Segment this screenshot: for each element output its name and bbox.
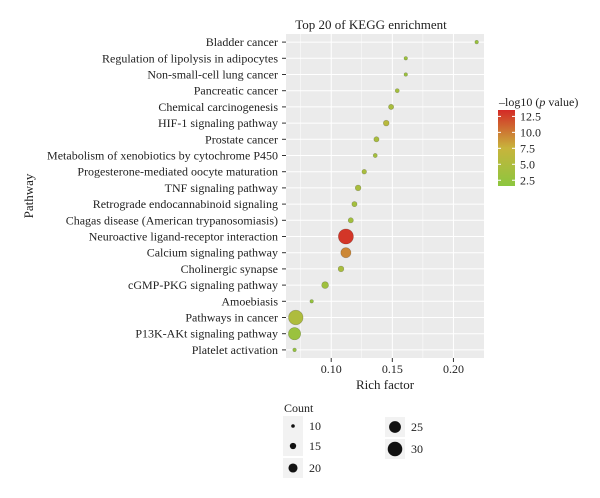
y-tick-label: Progesterone-mediated oocyte maturation bbox=[77, 165, 278, 179]
chart-title: Top 20 of KEGG enrichment bbox=[295, 17, 447, 32]
data-point bbox=[361, 169, 367, 175]
data-point bbox=[373, 136, 380, 143]
y-tick-label: Pancreatic cancer bbox=[194, 84, 278, 98]
color-legend-title: –log10 (p value) bbox=[498, 95, 578, 109]
size-legend-key bbox=[288, 463, 298, 473]
plot-panel bbox=[286, 34, 484, 358]
y-axis-tick-labels: Bladder cancer Regulation of lipolysis in… bbox=[47, 35, 278, 357]
size-legend-key bbox=[389, 421, 401, 433]
data-point bbox=[292, 347, 297, 353]
data-point bbox=[288, 309, 304, 326]
y-tick-label: Neuroactive ligand-receptor interaction bbox=[89, 230, 278, 244]
colorbar-tick-label: 10.0 bbox=[520, 125, 541, 139]
y-tick-label: Non-small-cell lung cancer bbox=[147, 68, 278, 82]
size-legend-key bbox=[289, 442, 297, 450]
data-point bbox=[340, 247, 352, 259]
y-tick-label: HIF-1 signaling pathway bbox=[158, 116, 278, 130]
colorbar-tick-label: 5.0 bbox=[520, 157, 535, 171]
color-legend-title-italic: p bbox=[538, 95, 545, 109]
y-tick-label: P13K-AKt signaling pathway bbox=[135, 327, 278, 341]
data-point bbox=[383, 119, 390, 127]
data-point bbox=[347, 217, 354, 224]
y-tick-label: Chagas disease (American trypanosomiasis… bbox=[66, 213, 278, 227]
y-tick-label: Prostate cancer bbox=[205, 132, 278, 146]
data-point bbox=[321, 281, 329, 289]
y-tick-label: TNF signaling pathway bbox=[165, 181, 278, 195]
x-axis-ticks: 0.10 0.15 0.20 bbox=[321, 358, 464, 376]
color-legend-title-prefix: –log10 ( bbox=[498, 95, 539, 109]
y-tick-label: cGMP-PKG signaling pathway bbox=[128, 278, 278, 292]
colorbar-tick-label: 2.5 bbox=[520, 173, 535, 187]
size-legend-label: 10 bbox=[309, 419, 321, 433]
size-legend: Count 10 15 20 25 30 bbox=[283, 401, 423, 478]
y-tick-label: Pathways in cancer bbox=[185, 311, 278, 325]
color-legend: –log10 (p value) 12.5 10.0 7.5 5.0 2.5 bbox=[498, 95, 578, 187]
data-points bbox=[288, 39, 479, 353]
data-point bbox=[338, 228, 354, 245]
x-tick-label: 0.20 bbox=[443, 362, 464, 376]
x-axis-label: Rich factor bbox=[356, 377, 415, 392]
size-legend-label: 30 bbox=[411, 442, 423, 456]
data-point bbox=[394, 88, 400, 94]
data-point bbox=[474, 39, 479, 45]
data-point bbox=[372, 153, 378, 158]
data-point bbox=[388, 103, 395, 110]
y-tick-label: Bladder cancer bbox=[206, 35, 278, 49]
colorbar-tick-label: 12.5 bbox=[520, 109, 541, 123]
colorbar-ticks: 12.5 10.0 7.5 5.0 2.5 bbox=[498, 109, 541, 187]
data-point bbox=[309, 299, 314, 304]
size-legend-label: 20 bbox=[309, 461, 321, 475]
y-tick-label: Calcium signaling pathway bbox=[147, 246, 278, 260]
size-legend-title: Count bbox=[284, 401, 314, 415]
size-legend-key bbox=[291, 424, 295, 428]
x-tick-label: 0.15 bbox=[382, 362, 403, 376]
colorbar bbox=[498, 110, 515, 186]
data-point bbox=[403, 72, 408, 77]
size-legend-key bbox=[387, 441, 403, 457]
colorbar-tick-label: 7.5 bbox=[520, 141, 535, 155]
y-tick-label: Amoebiasis bbox=[221, 294, 278, 308]
size-legend-label: 25 bbox=[411, 420, 423, 434]
grid-lines bbox=[286, 34, 484, 358]
y-tick-label: Platelet activation bbox=[192, 343, 278, 357]
y-tick-label: Regulation of lipolysis in adipocytes bbox=[102, 51, 278, 65]
y-tick-label: Cholinergic synapse bbox=[181, 262, 278, 276]
color-legend-title-suffix: value) bbox=[545, 95, 578, 109]
y-tick-label: Metabolism of xenobiotics by cytochrome … bbox=[47, 149, 278, 163]
y-tick-label: Retrograde endocannabinoid signaling bbox=[93, 197, 278, 211]
x-tick-label: 0.10 bbox=[321, 362, 342, 376]
data-point bbox=[351, 201, 358, 208]
y-axis-ticks bbox=[282, 41, 286, 351]
data-point bbox=[403, 56, 408, 61]
size-legend-label: 15 bbox=[309, 439, 321, 453]
data-point bbox=[354, 184, 362, 192]
data-point bbox=[337, 265, 345, 273]
y-tick-label: Chemical carcinogenesis bbox=[158, 100, 278, 114]
data-point bbox=[288, 327, 302, 341]
y-axis-label: Pathway bbox=[21, 173, 36, 218]
